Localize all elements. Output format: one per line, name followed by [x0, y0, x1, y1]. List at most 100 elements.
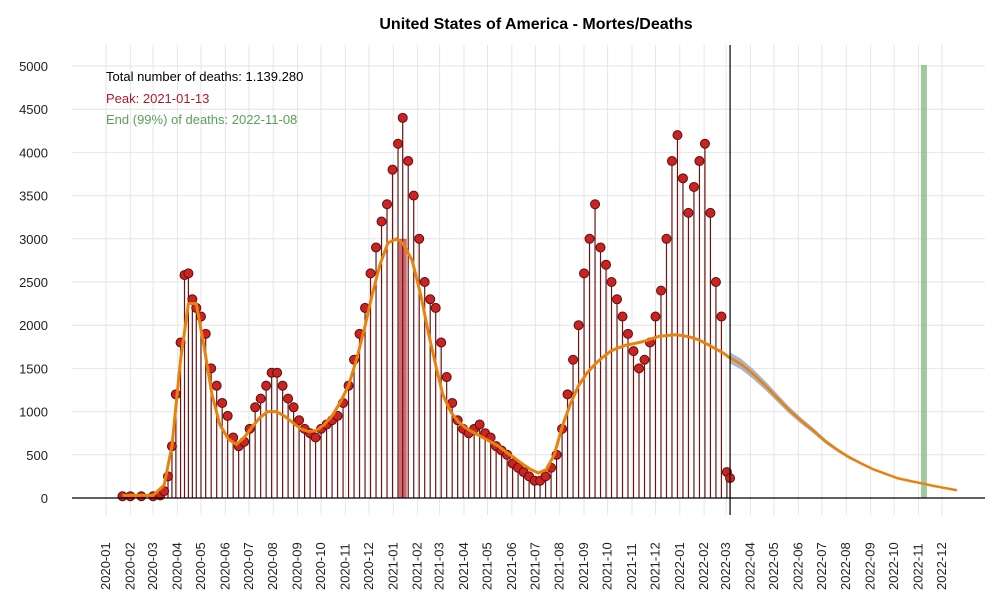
data-point: [688, 181, 699, 192]
y-tick-label: 2500: [19, 275, 48, 290]
data-point: [272, 367, 283, 378]
x-tick-label: 2021-09: [576, 542, 591, 590]
data-point: [628, 346, 639, 357]
x-tick-labels: 2020-01 2020-02 2020-03 2020-04 2020-05 2020-…: [98, 542, 949, 590]
annotation-total: Total number of deaths: 1.139.280: [106, 69, 303, 84]
x-tick-label: 2021-06: [504, 542, 519, 590]
x-tick-label: 2021-03: [432, 542, 447, 590]
data-point: [590, 199, 601, 210]
y-tick-label: 4500: [19, 102, 48, 117]
y-tick-label: 1500: [19, 361, 48, 376]
data-point: [387, 164, 398, 175]
x-tick-label: 2022-03: [718, 542, 733, 590]
x-tick-label: 2020-11: [337, 543, 352, 590]
data-point: [601, 259, 612, 270]
x-tick-label: 2022-06: [790, 542, 805, 590]
axes: [72, 45, 985, 515]
data-point: [183, 268, 194, 279]
data-point: [694, 156, 705, 167]
data-point: [606, 277, 617, 287]
x-tick-label: 2021-08: [552, 542, 567, 590]
x-tick-label: 2020-01: [98, 542, 113, 590]
data-point: [661, 233, 672, 244]
x-tick-label: 2022-02: [696, 542, 711, 590]
data-point: [474, 419, 485, 430]
y-tick-label: 3000: [19, 232, 48, 247]
x-tick-label: 2021-01: [385, 542, 400, 590]
x-tick-label: 2021-05: [479, 542, 494, 590]
data-point: [672, 130, 683, 141]
x-tick-label: 2021-04: [456, 542, 471, 590]
y-tick-label: 4000: [19, 145, 48, 160]
data-point: [288, 402, 299, 413]
x-tick-label: 2020-03: [145, 542, 160, 590]
data-point: [261, 380, 272, 391]
x-tick-label: 2021-10: [600, 542, 615, 590]
data-point: [677, 173, 688, 184]
data-point: [716, 311, 727, 322]
data-points: [117, 112, 736, 502]
forecast-band: [729, 352, 958, 492]
chart-title: United States of America - Mortes/Deaths: [379, 16, 692, 33]
end-band: [920, 65, 927, 498]
data-point: [310, 432, 321, 443]
x-tick-label: 2020-09: [290, 542, 305, 590]
x-tick-label: 2022-08: [838, 542, 853, 590]
data-point: [277, 380, 288, 391]
data-point: [414, 233, 425, 244]
data-point: [222, 410, 233, 421]
x-tick-label: 2022-05: [766, 542, 781, 590]
x-tick-label: 2020-07: [241, 542, 256, 590]
data-point: [562, 389, 573, 400]
y-tick-label: 3500: [19, 189, 48, 204]
x-tick-label: 2021-12: [647, 542, 662, 590]
data-point: [639, 354, 650, 365]
x-tick-label: 2021-07: [527, 542, 542, 590]
y-tick-label: 1000: [19, 405, 48, 420]
data-point: [666, 156, 677, 167]
data-point: [623, 328, 634, 339]
stems: [121, 117, 731, 498]
data-point: [617, 311, 628, 322]
data-point: [710, 277, 721, 287]
data-point: [579, 268, 590, 279]
data-point: [397, 112, 408, 123]
x-tick-label: 2022-07: [814, 542, 829, 590]
data-point: [365, 268, 376, 279]
data-point: [633, 363, 644, 374]
y-tick-label: 500: [26, 448, 48, 463]
y-tick-label: 2000: [19, 318, 48, 333]
data-point: [294, 415, 305, 426]
x-tick-label: 2020-05: [193, 542, 208, 590]
data-point: [573, 320, 584, 331]
data-point: [283, 393, 294, 404]
data-point: [425, 294, 436, 305]
data-point: [211, 380, 222, 391]
data-point: [250, 402, 261, 413]
data-point: [430, 302, 441, 313]
y-tick-label: 0: [41, 491, 48, 506]
data-point: [650, 311, 661, 322]
y-tick-labels: 0 500 1000 1500 2000 2500 3000 3500 4000 4500 5000: [19, 59, 48, 506]
data-point: [436, 337, 447, 348]
data-point: [540, 471, 551, 482]
x-tick-label: 2020-12: [361, 542, 376, 590]
x-tick-label: 2021-11: [624, 543, 639, 590]
x-tick-label: 2022-09: [863, 542, 878, 590]
data-point: [419, 277, 430, 287]
annotation-end: End (99%) of deaths: 2022-11-08: [106, 112, 297, 127]
x-tick-label: 2020-02: [122, 542, 137, 590]
data-point: [376, 216, 387, 227]
data-point: [683, 207, 694, 218]
data-point: [255, 393, 266, 404]
x-tick-label: 2020-04: [169, 542, 184, 590]
x-tick-label: 2020-06: [217, 542, 232, 590]
data-point: [584, 233, 595, 244]
data-point: [371, 242, 382, 253]
y-tick-label: 5000: [19, 59, 48, 74]
x-tick-label: 2022-11: [910, 543, 925, 590]
annotation-peak: Peak: 2021-01-13: [106, 91, 209, 106]
data-point: [612, 294, 623, 305]
